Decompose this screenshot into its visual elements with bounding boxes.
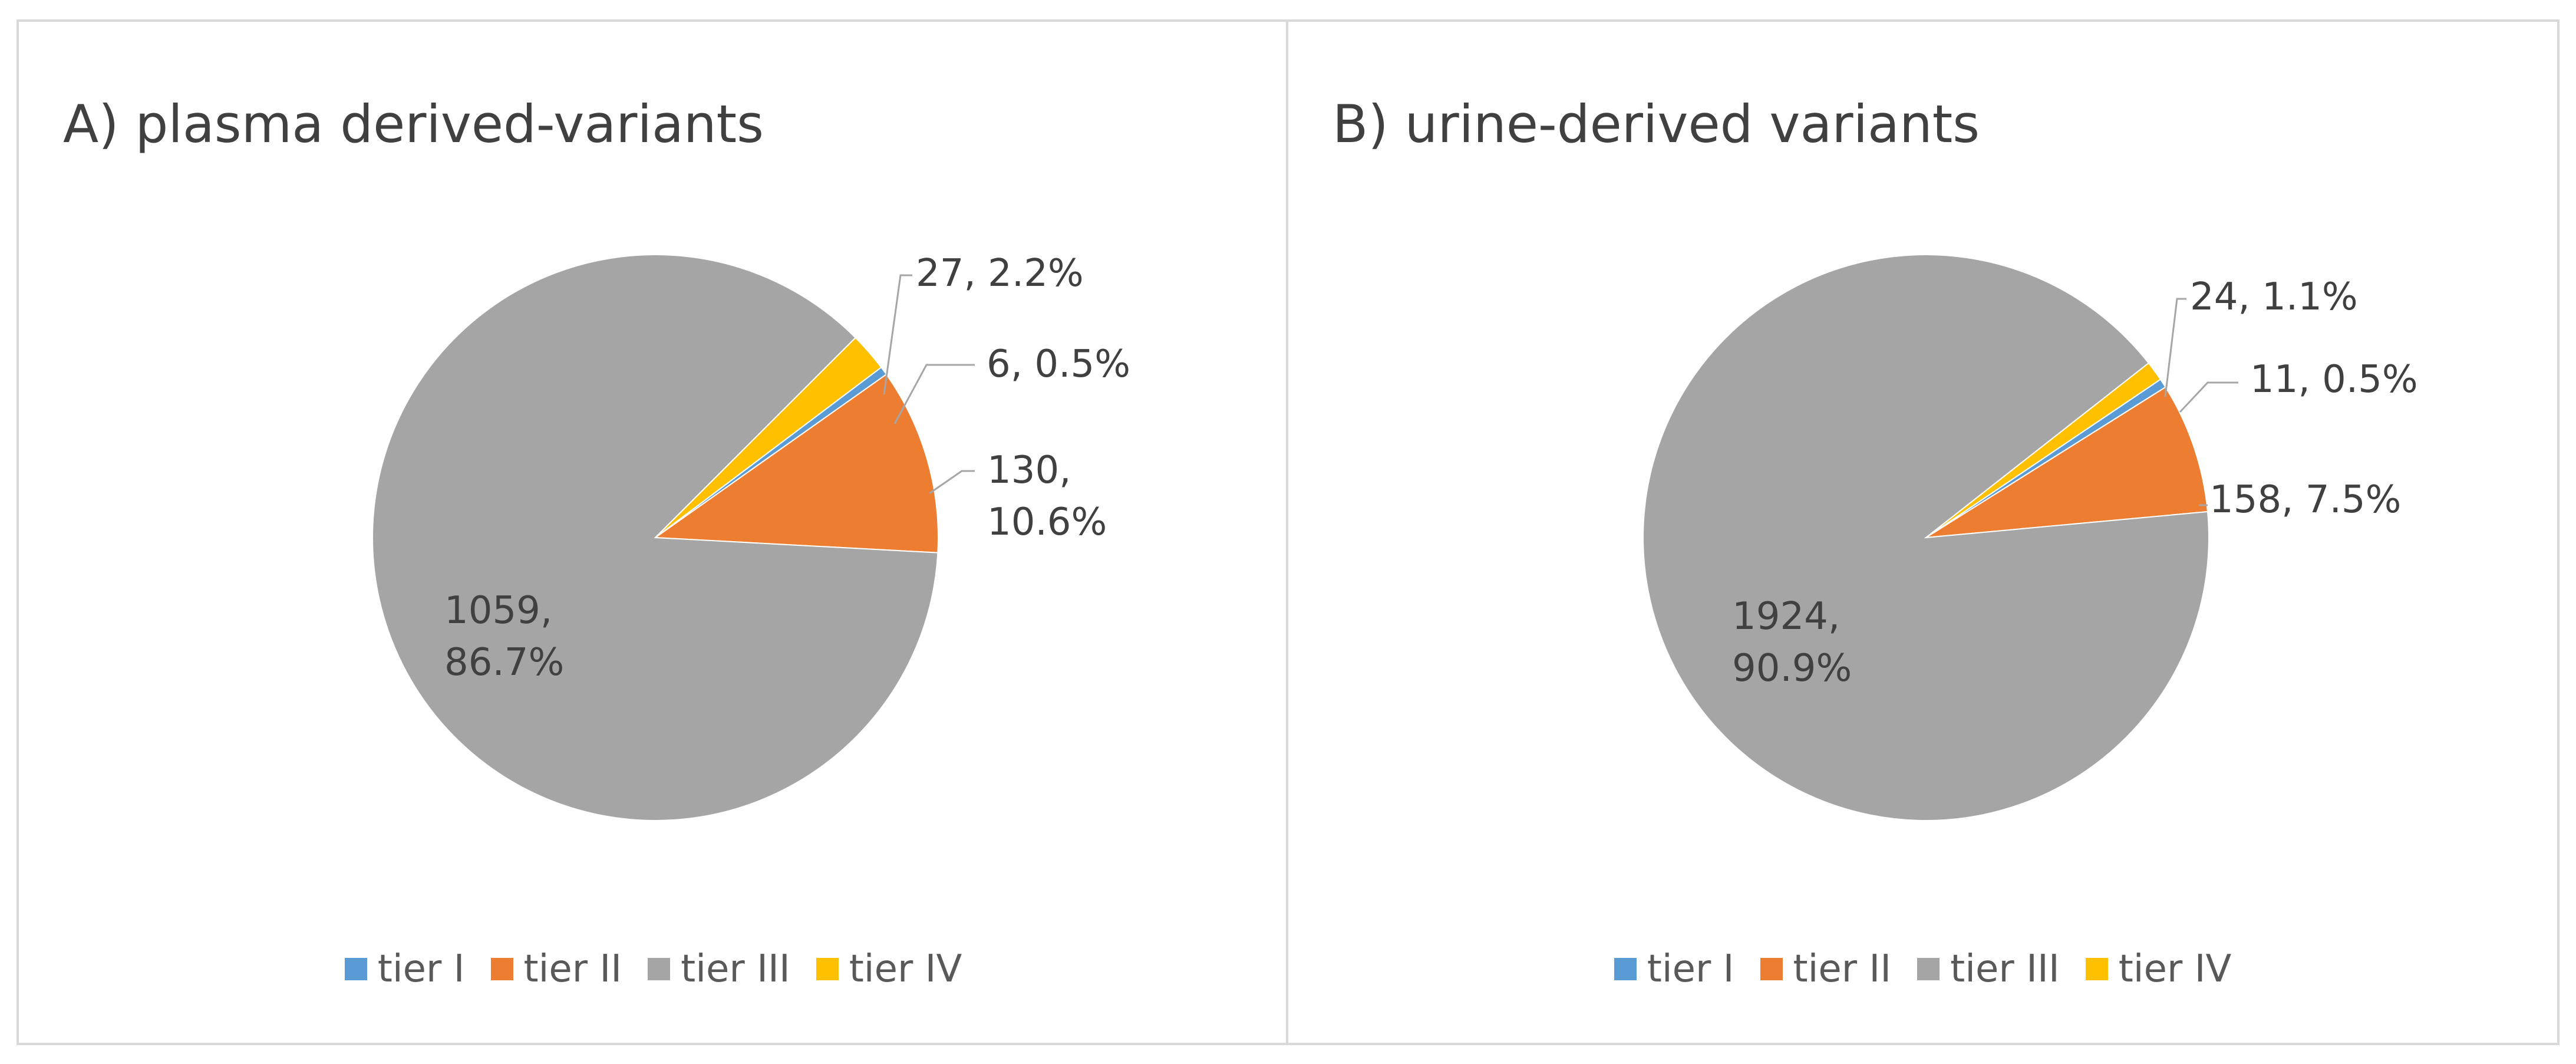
legend-label: tier III — [681, 947, 790, 991]
leader-line — [883, 274, 912, 395]
legend-label: tier I — [1647, 947, 1734, 991]
legend-swatch — [344, 958, 367, 980]
chart-panel-plasma: A) plasma derived-variants 6, 0.5% 130, 10… — [17, 19, 1290, 1045]
chart-title: B) urine-derived variants — [1332, 94, 1980, 154]
data-label-line: 90.9% — [1732, 647, 1852, 690]
data-label-line: 6, 0.5% — [987, 342, 1130, 386]
legend-label: tier IV — [849, 947, 962, 991]
data-label-line: 158, 7.5% — [2209, 478, 2401, 522]
pie-chart: 6, 0.5% 130, 10.6% 1059, 86.7% 27, 2.2% — [372, 252, 1130, 821]
legend-item-tier-iii: tier III — [648, 947, 790, 991]
data-label-tier-iv: 27, 2.2% — [916, 252, 1084, 295]
legend: tier I tier II tier III tier IV — [1288, 947, 2557, 991]
data-label-tier-i: 6, 0.5% — [987, 342, 1130, 386]
data-label-line: 130, — [987, 449, 1071, 492]
legend-swatch — [1917, 958, 1940, 980]
data-label-tier-ii: 130, 10.6% — [987, 449, 1107, 544]
legend-item-tier-i: tier I — [344, 947, 465, 991]
data-label-line: 27, 2.2% — [916, 252, 1084, 295]
pie-chart: 11, 0.5% 158, 7.5% 1924, 90.9% 24, 1.1% — [1642, 254, 2418, 821]
chart-panel-urine: B) urine-derived variants 11, 0.5% 158, 7… — [1286, 19, 2559, 1045]
slice-tier-iv — [1925, 362, 2162, 538]
legend-label: tier II — [523, 947, 622, 991]
legend-item-tier-iv: tier IV — [2085, 947, 2232, 991]
data-label-line: 10.6% — [987, 500, 1107, 544]
legend-item-tier-iii: tier III — [1917, 947, 2060, 991]
legend-label: tier II — [1793, 947, 1892, 991]
data-label-line: 86.7% — [444, 641, 564, 684]
data-label-tier-iii: 1924, 90.9% — [1732, 595, 1852, 690]
leader-line — [2164, 298, 2186, 397]
legend: tier I tier II tier III tier IV — [19, 947, 1288, 991]
slice-tier-ii — [1925, 386, 2209, 538]
legend-item-tier-i: tier I — [1614, 947, 1734, 991]
legend-swatch — [1760, 958, 1783, 980]
legend-swatch — [1614, 958, 1637, 980]
data-label-line: 11, 0.5% — [2250, 358, 2418, 401]
chart-title: A) plasma derived-variants — [63, 94, 764, 154]
data-label-tier-i: 11, 0.5% — [2250, 358, 2418, 401]
legend-swatch — [2085, 958, 2108, 980]
leader-line — [929, 470, 975, 495]
legend-swatch — [816, 958, 839, 980]
slice-tier-ii — [654, 373, 939, 554]
data-label-tier-iv: 24, 1.1% — [2190, 275, 2358, 319]
data-label-tier-iii: 1059, 86.7% — [444, 589, 564, 684]
data-label-tier-ii: 158, 7.5% — [2209, 478, 2401, 522]
data-label-line: 1059, — [444, 589, 552, 633]
leader-line — [2179, 381, 2238, 413]
legend-swatch — [648, 958, 671, 980]
leader-line — [893, 364, 975, 424]
slice-tier-iv — [655, 337, 882, 538]
legend-item-tier-ii: tier II — [1760, 947, 1892, 991]
data-label-line: 1924, — [1732, 595, 1840, 638]
legend-label: tier I — [377, 947, 465, 991]
legend-item-tier-ii: tier II — [490, 947, 622, 991]
legend-label: tier III — [1950, 947, 2060, 991]
legend-label: tier IV — [2118, 947, 2232, 991]
legend-item-tier-iv: tier IV — [816, 947, 962, 991]
data-label-line: 24, 1.1% — [2190, 275, 2358, 319]
legend-swatch — [490, 958, 513, 980]
